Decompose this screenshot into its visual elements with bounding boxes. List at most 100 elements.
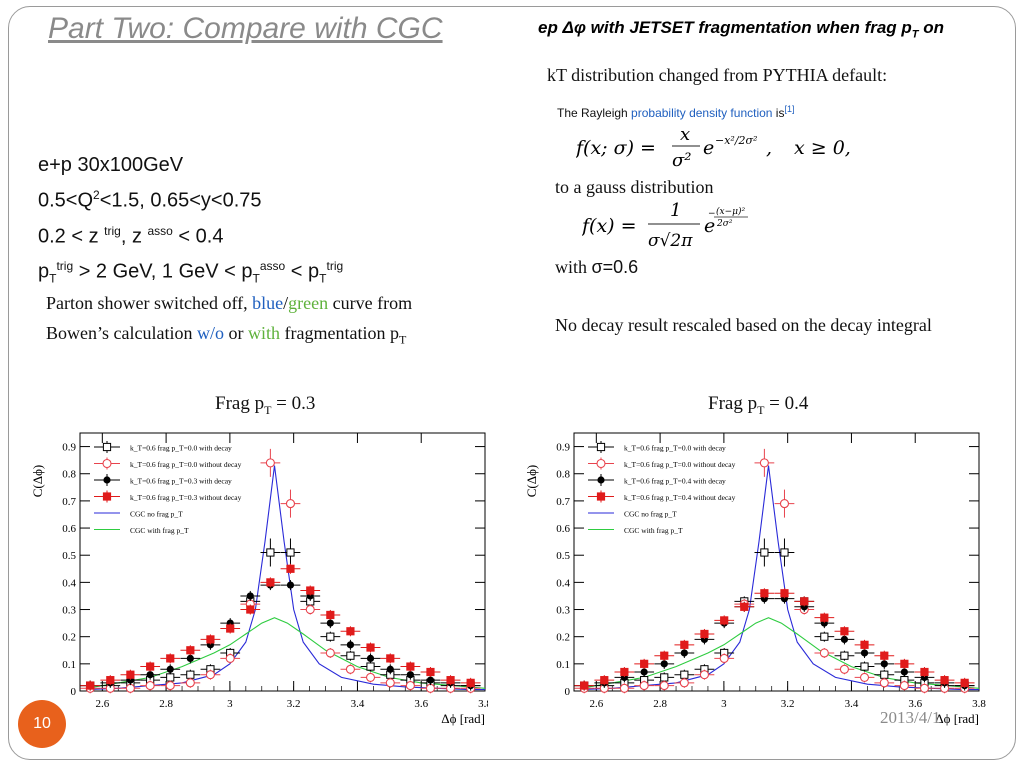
legend-entry: k_T=0.6 frag p_T=0.0 without decay <box>130 460 242 469</box>
legend-entry: k_T=0.6 frag p_T=0.4 without decay <box>624 493 736 502</box>
data-point <box>880 660 888 668</box>
data-point <box>306 586 315 595</box>
data-point <box>899 681 909 691</box>
legend-entry: CGC no frag p_T <box>130 510 183 519</box>
data-point <box>405 681 415 691</box>
param-pt-trig2: trig <box>326 259 344 274</box>
data-point <box>466 678 475 687</box>
data-point <box>659 681 669 691</box>
kt-distribution-text: kT distribution changed from PYTHIA defa… <box>547 65 888 85</box>
data-point <box>819 648 829 658</box>
chart-frag-pt-0-4: 2.6 2.8 3 3.2 3.4 3.6 3.8 0 0.1 0.2 0.3 0.4 0.5 0.6 0.… <box>524 432 986 726</box>
no-decay-text: No decay result rescaled based on the de… <box>555 315 932 335</box>
rayleigh-pre: The Rayleigh <box>557 106 632 120</box>
data-point <box>406 662 415 671</box>
data-point <box>880 651 889 660</box>
legend-entry: k_T=0.6 frag p_T=0.3 without decay <box>130 493 242 502</box>
data-point <box>103 476 111 484</box>
data-point <box>820 613 829 622</box>
data-point <box>840 627 849 636</box>
data-point <box>840 651 849 660</box>
y-tick-label: 0.9 <box>62 442 76 454</box>
sigma-value: σ=0.6 <box>591 257 639 277</box>
x-tick-label: 2.6 <box>95 698 109 710</box>
param-q2-rest: <1.5, 0.65<y<0.75 <box>99 189 262 212</box>
legend-entry: k_T=0.6 frag p_T=0.0 with decay <box>624 444 726 453</box>
to-gauss-text: to a gauss distribution <box>555 177 714 197</box>
chart-heading-right: Frag pT = 0.4 <box>708 393 808 418</box>
data-point <box>759 458 769 468</box>
y-tick-label: 0.6 <box>62 523 76 535</box>
heading-left-pre: Frag p <box>215 393 265 414</box>
svg-text:−: − <box>708 209 716 219</box>
pdf-link[interactable]: probability density function <box>631 106 773 120</box>
x-tick-label: 3.8 <box>478 698 488 710</box>
data-point <box>146 662 155 671</box>
data-point <box>285 499 296 509</box>
plot-frame <box>573 432 980 692</box>
data-point <box>446 676 455 685</box>
svg-text:x: x <box>680 124 690 145</box>
plot-frame <box>79 432 486 692</box>
data-point <box>780 589 789 598</box>
y-tick-label: 0.7 <box>556 496 570 508</box>
data-point <box>125 683 135 693</box>
with-sigma-text: with σ=0.6 <box>555 252 638 282</box>
data-point <box>246 605 255 614</box>
x-tick-label: 3.4 <box>351 698 365 710</box>
y-tick-label: 0.8 <box>556 469 570 481</box>
data-point <box>700 629 709 639</box>
x-tick-label: 2.8 <box>653 698 667 710</box>
data-point <box>266 578 275 587</box>
data-point <box>680 670 689 679</box>
subtitle-sub: T <box>911 28 919 41</box>
data-point <box>425 683 436 693</box>
parton-a: Parton shower switched off, <box>46 293 253 313</box>
parton-d: fragmentation p <box>279 323 399 343</box>
rayleigh-caption: The Rayleigh probability density functio… <box>557 104 794 120</box>
data-point <box>779 499 790 509</box>
kinematic-parameters: e+p 30x100GeV 0.5<Q2<1.5, 0.65<y<0.75 0.… <box>38 150 343 294</box>
data-point <box>596 442 606 452</box>
svg-text:e: e <box>703 137 714 159</box>
data-point <box>365 672 376 682</box>
data-point <box>146 671 154 679</box>
data-point <box>780 548 789 557</box>
y-tick-label: 0.2 <box>556 632 570 644</box>
svg-text:e: e <box>704 215 715 237</box>
x-axis-label: Δϕ [rad] <box>935 711 979 726</box>
y-tick-label: 0.4 <box>556 577 570 589</box>
x-axis-label: Δϕ [rad] <box>441 711 485 726</box>
data-point <box>719 653 729 663</box>
x-tick-label: 3.6 <box>414 698 428 710</box>
data-point <box>619 683 629 693</box>
data-point <box>166 665 174 673</box>
heading-left-sub: T <box>264 402 272 417</box>
rayleigh-formula: f(x; σ) = x σ² e −x²/2σ² , x ≥ 0, <box>576 124 851 170</box>
data-point <box>166 673 175 682</box>
data-point <box>640 668 648 676</box>
legend-entry: CGC with frag p_T <box>130 526 189 535</box>
x-tick-label: 3.2 <box>781 698 795 710</box>
data-point <box>960 678 969 687</box>
data-point <box>940 676 949 685</box>
data-point <box>406 671 414 679</box>
data-point <box>679 678 689 688</box>
data-point <box>265 458 275 468</box>
param-line-beam: e+p 30x100GeV <box>38 154 184 176</box>
data-point <box>225 653 235 663</box>
chart-frag-pt-0-3: 2.6 2.8 3 3.2 3.4 3.6 3.8 0 0.1 0.2 0.3 0.4 0.5 0.6 0.… <box>30 432 488 726</box>
data-point <box>326 632 335 641</box>
data-point <box>639 681 649 691</box>
param-z-trig: trig <box>104 223 121 238</box>
rayleigh-ref[interactable]: [1] <box>784 104 795 114</box>
chart-heading-left: Frag pT = 0.3 <box>215 393 315 418</box>
data-point <box>366 662 375 671</box>
parton-slash: / <box>283 293 289 313</box>
data-point <box>920 667 929 677</box>
svg-text:f(x) =: f(x) = <box>582 215 637 237</box>
data-point <box>266 548 275 557</box>
data-point <box>600 676 609 685</box>
param-pt-trig1: trig <box>56 259 74 274</box>
data-point <box>640 659 649 668</box>
